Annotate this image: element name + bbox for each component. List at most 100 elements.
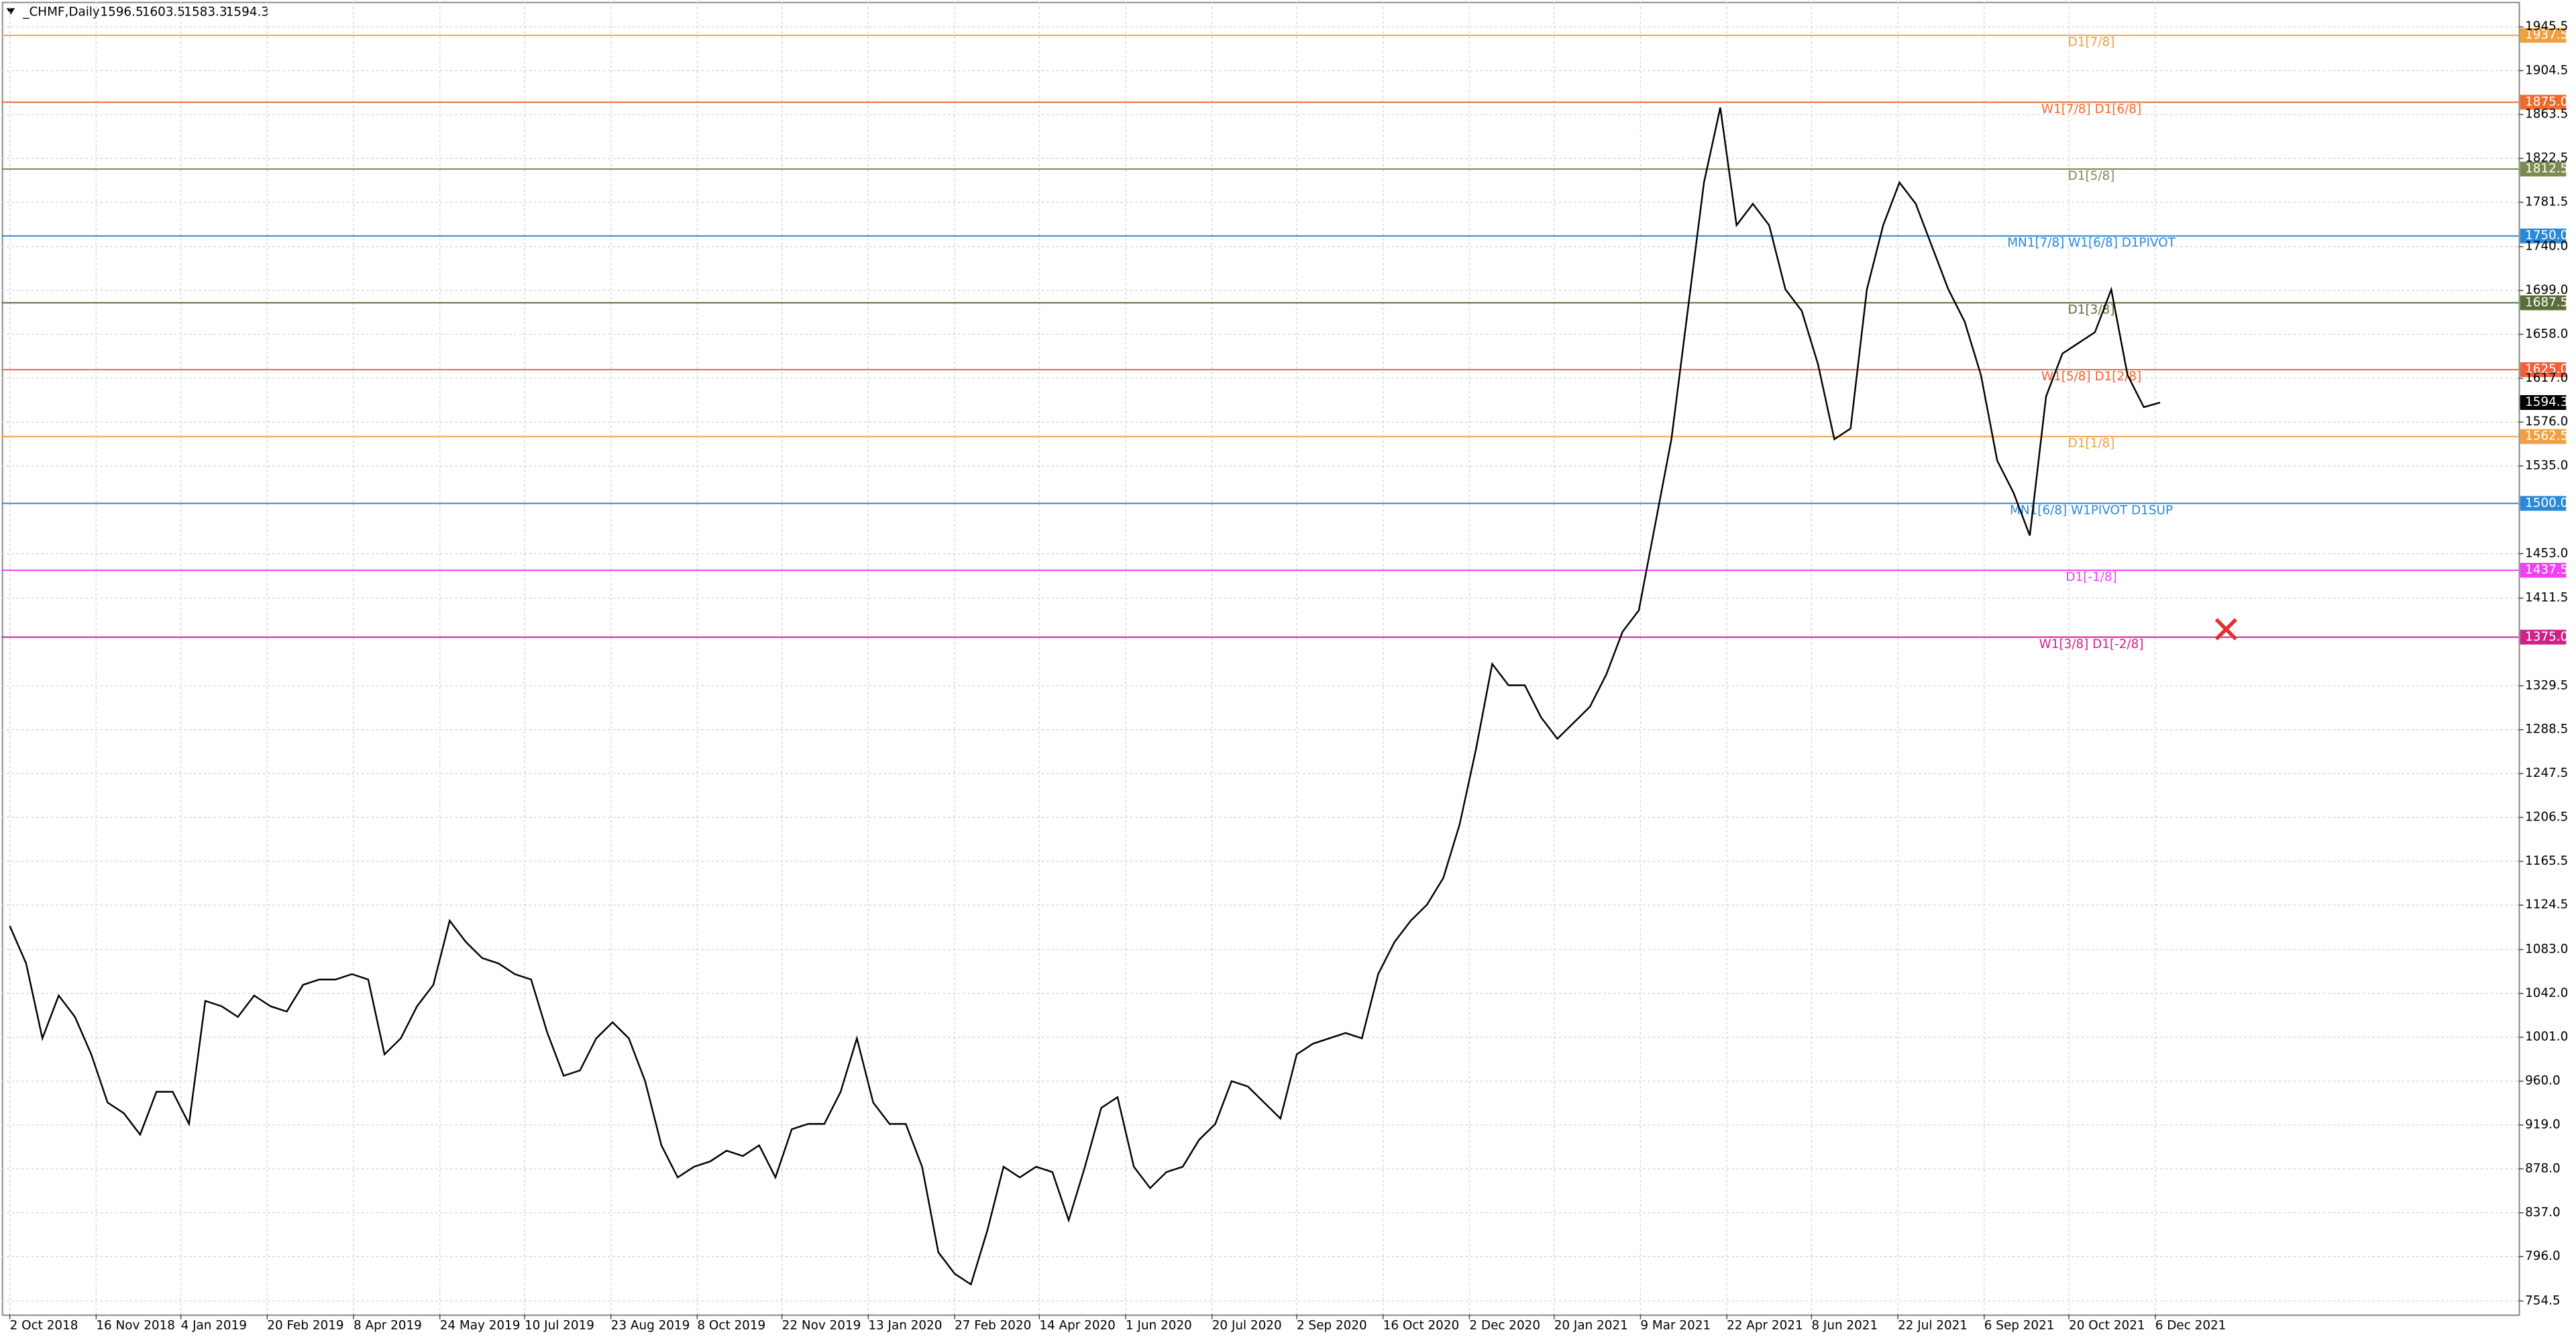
x-tick-label: 16 Oct 2020: [1383, 1318, 1460, 1332]
x-tick-label: 2 Oct 2018: [10, 1318, 78, 1332]
level-price: 1500.0: [2525, 496, 2568, 510]
y-tick-label: 1411.5: [2525, 591, 2568, 605]
level-text: MN1[7/8] W1[6/8] D1PIVOT: [2007, 236, 2176, 250]
x-tick-label: 2 Dec 2020: [1469, 1318, 1540, 1332]
y-tick-label: 1617.0: [2525, 371, 2568, 385]
close-marker-stroke[interactable]: [2214, 618, 2237, 641]
x-tick-label: 2 Sep 2020: [1297, 1318, 1367, 1332]
level-text: D1[-1/8]: [2065, 570, 2116, 584]
level-price: 1812.5: [2525, 162, 2568, 176]
y-tick-label: 919.0: [2525, 1118, 2561, 1132]
x-tick-label: 13 Jan 2020: [868, 1318, 942, 1332]
level-text: W1[7/8] D1[6/8]: [2041, 102, 2141, 116]
x-tick-label: 23 Aug 2019: [611, 1318, 690, 1332]
menu-arrow[interactable]: [6, 8, 15, 15]
x-tick-label: 10 Jul 2019: [525, 1318, 594, 1332]
symbol: _CHMF,Daily: [22, 5, 100, 19]
y-tick-label: 1699.0: [2525, 283, 2568, 297]
x-tick-label: 1 Jun 2020: [1126, 1318, 1192, 1332]
y-tick-label: 1247.5: [2525, 766, 2568, 780]
level-text: D1[3/8]: [2068, 303, 2115, 317]
level-text: W1[3/8] D1[-2/8]: [2039, 637, 2144, 651]
y-tick-label: 1822.5: [2525, 151, 2568, 165]
y-tick-label: 1288.5: [2525, 722, 2568, 737]
x-tick-label: 20 Feb 2019: [267, 1318, 343, 1332]
level-price-box: [2520, 629, 2567, 645]
y-tick-label: 960.0: [2525, 1074, 2561, 1088]
x-tick-label: 20 Oct 2021: [2069, 1318, 2145, 1332]
y-tick-label: 1904.5: [2525, 63, 2568, 77]
plot: [9, 107, 2161, 1286]
y-tick-label: 837.0: [2525, 1206, 2561, 1220]
level-price: 1875.0: [2525, 95, 2568, 109]
level-price-box: [2520, 228, 2567, 244]
level-price: 1562.5: [2525, 429, 2568, 443]
x-tick-label: 20 Jan 2021: [1554, 1318, 1628, 1332]
level-price: 1437.5: [2525, 563, 2568, 577]
level-price-box: [2520, 563, 2567, 578]
level-text: D1[7/8]: [2068, 36, 2115, 50]
level-price: 1750.0: [2525, 229, 2568, 243]
level-price-box: [2520, 362, 2567, 378]
y-tick-label: 1658.0: [2525, 327, 2568, 341]
x-tick-label: 16 Nov 2018: [96, 1318, 175, 1332]
y-tick-label: 1535.0: [2525, 459, 2568, 473]
x-tick-label: 6 Sep 2021: [1984, 1318, 2055, 1332]
x-tick-label: 22 Jul 2021: [1898, 1318, 1968, 1332]
x-tick-label: 6 Dec 2021: [2155, 1318, 2226, 1332]
level-price: 1625.0: [2525, 362, 2568, 376]
y-tick-label: 1781.5: [2525, 195, 2568, 209]
level-price: 1937.5: [2525, 28, 2568, 42]
price-line: [9, 107, 2161, 1286]
x-tick-label: 24 May 2019: [440, 1318, 521, 1332]
ohlc-value: 1594.3: [226, 5, 269, 19]
level-text: D1[5/8]: [2068, 169, 2115, 183]
y-tick-label: 1945.5: [2525, 19, 2568, 34]
level-price-box: [2520, 496, 2567, 511]
level-price-box: [2520, 429, 2567, 444]
y-tick-label: 1001.0: [2525, 1030, 2568, 1044]
y-tick-label: 796.0: [2525, 1249, 2561, 1263]
y-tick-label: 1206.5: [2525, 810, 2568, 824]
level-price: 1687.5: [2525, 295, 2568, 309]
close-marker[interactable]: [2214, 618, 2237, 641]
ohlc-value: 1603.5: [142, 5, 185, 19]
level-text: MN1[6/8] W1PIVOT D1SUP: [2010, 503, 2173, 517]
x-tick-label: 8 Oct 2019: [697, 1318, 765, 1332]
levels: D1[7/8] 1937.5 W1[7/8] D1[6/8] 1875.0 D1[5/8…: [1, 28, 2568, 651]
y-tick-label: 1083.0: [2525, 942, 2568, 956]
y-tick-label: 1740.0: [2525, 239, 2568, 254]
x-tick-label: 22 Apr 2021: [1727, 1318, 1803, 1332]
level-text: W1[5/8] D1[2/8]: [2041, 370, 2141, 384]
y-tick-label: 1576.0: [2525, 415, 2568, 429]
grid: [1, 1, 2519, 1315]
last-price-box: [2520, 394, 2567, 411]
y-tick-label: 1124.5: [2525, 898, 2568, 912]
last-price: 1594.3: [2525, 395, 2568, 409]
level-text: D1[1/8]: [2068, 437, 2115, 451]
x-tick-label: 20 Jul 2020: [1212, 1318, 1282, 1332]
ohlc-value: 1596.5: [100, 5, 143, 19]
level-price: 1375.0: [2525, 630, 2568, 644]
level-price-box: [2520, 28, 2567, 43]
x-tick-label: 14 Apr 2020: [1039, 1318, 1116, 1332]
level-price-box: [2520, 95, 2567, 110]
x-tick-label: 22 Nov 2019: [782, 1318, 861, 1332]
y-tick-label: 878.0: [2525, 1161, 2561, 1175]
y-tick-label: 1863.5: [2525, 107, 2568, 121]
y-tick-label: 754.5: [2525, 1293, 2561, 1307]
plot-frame: [1, 1, 2520, 1316]
y-tick-label: 1042.0: [2525, 986, 2568, 1000]
level-price-box: [2520, 162, 2567, 177]
axes: 1945.5 1904.5 1863.5 1822.5 1781.5 1740.0 1699…: [9, 19, 2568, 1332]
ohlc-value: 1583.3: [184, 5, 227, 19]
level-price-box: [2520, 295, 2567, 311]
y-tick-label: 1165.5: [2525, 854, 2568, 868]
x-tick-label: 8 Apr 2019: [354, 1318, 422, 1332]
y-tick-label: 1329.5: [2525, 678, 2568, 692]
x-tick-label: 27 Feb 2020: [955, 1318, 1031, 1332]
